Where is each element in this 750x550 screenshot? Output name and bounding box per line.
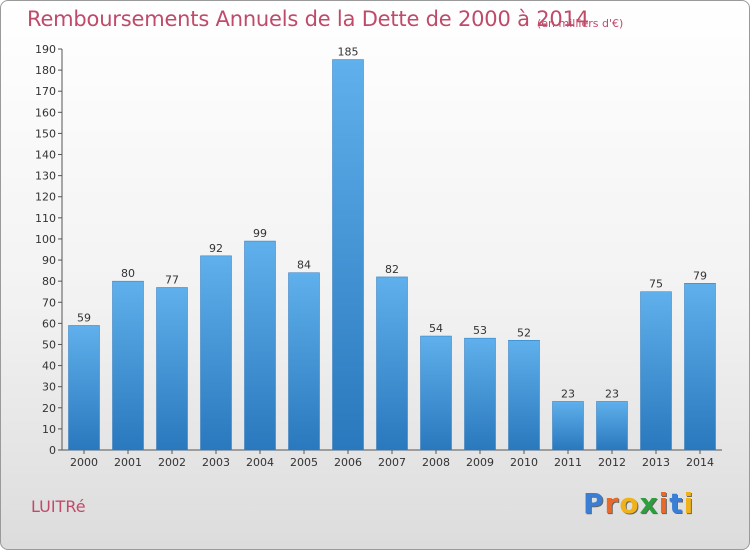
x-tick-label: 2005 [290,456,318,469]
x-tick-label: 2013 [642,456,670,469]
bar-value-label: 59 [77,311,91,324]
y-tick-label: 0 [49,444,56,457]
chart-subtitle: (en milliers d'€) [537,17,624,30]
x-tick-label: 2004 [246,456,274,469]
y-tick-label: 60 [42,317,56,330]
x-tick-label: 2011 [554,456,582,469]
bar [640,291,672,451]
y-tick-label: 10 [42,423,56,436]
y-tick-label: 20 [42,402,56,415]
y-tick-label: 30 [42,381,56,394]
place-name: LUITRé [31,497,86,516]
x-tick-label: 2014 [686,456,714,469]
bar-value-label: 185 [338,46,359,59]
y-tick-label: 170 [35,85,56,98]
bar [68,325,100,451]
logo-letter: t [669,487,684,520]
bar [684,283,716,451]
bar [552,401,584,451]
bar-value-label: 53 [473,324,487,337]
bar-value-label: 92 [209,242,223,255]
y-tick-label: 160 [35,106,56,119]
bar-value-label: 54 [429,322,443,335]
y-tick-label: 180 [35,64,56,77]
x-tick-label: 2003 [202,456,230,469]
bar [112,280,144,451]
x-tick-label: 2006 [334,456,362,469]
y-tick-label: 130 [35,170,56,183]
y-tick-label: 80 [42,275,56,288]
y-tick-label: 190 [35,43,56,56]
y-tick-label: 70 [42,296,56,309]
y-tick-label: 120 [35,191,56,204]
bar [508,340,540,451]
logo-letter: x [639,487,659,520]
bar-value-label: 52 [517,326,531,339]
bar [156,287,188,451]
y-tick-label: 90 [42,254,56,267]
bar [376,276,408,451]
y-tick-label: 110 [35,212,56,225]
bar [332,59,364,451]
logo-letter: i [658,487,670,520]
bar-value-label: 84 [297,259,311,272]
bar [596,401,628,451]
x-tick-label: 2002 [158,456,186,469]
y-tick-label: 40 [42,360,56,373]
bar-value-label: 75 [649,278,663,291]
x-tick-label: 2010 [510,456,538,469]
y-tick-label: 100 [35,233,56,246]
x-tick-label: 2001 [114,456,142,469]
logo-letter: o [619,487,640,520]
x-tick-label: 2012 [598,456,626,469]
bar [244,240,276,451]
bar-value-label: 23 [605,387,619,400]
bar [288,272,320,451]
y-tick-label: 50 [42,338,56,351]
x-tick-label: 2009 [466,456,494,469]
logo-letter: r [604,487,620,520]
logo-letter: i [683,487,695,520]
bar-value-label: 77 [165,273,179,286]
proxiti-logo: Proxiti [583,487,694,520]
bar [464,337,496,451]
x-tick-label: 2008 [422,456,450,469]
logo-letter: P [583,487,605,520]
chart-title: Remboursements Annuels de la Dette de 20… [27,7,589,31]
x-tick-label: 2007 [378,456,406,469]
y-tick-label: 150 [35,127,56,140]
bar-value-label: 99 [253,227,267,240]
bar-value-label: 79 [693,269,707,282]
y-tick-label: 140 [35,149,56,162]
x-tick-label: 2000 [70,456,98,469]
bar-value-label: 80 [121,267,135,280]
bar [200,255,232,451]
bar-value-label: 23 [561,387,575,400]
bar-value-label: 82 [385,263,399,276]
bar [420,335,452,451]
